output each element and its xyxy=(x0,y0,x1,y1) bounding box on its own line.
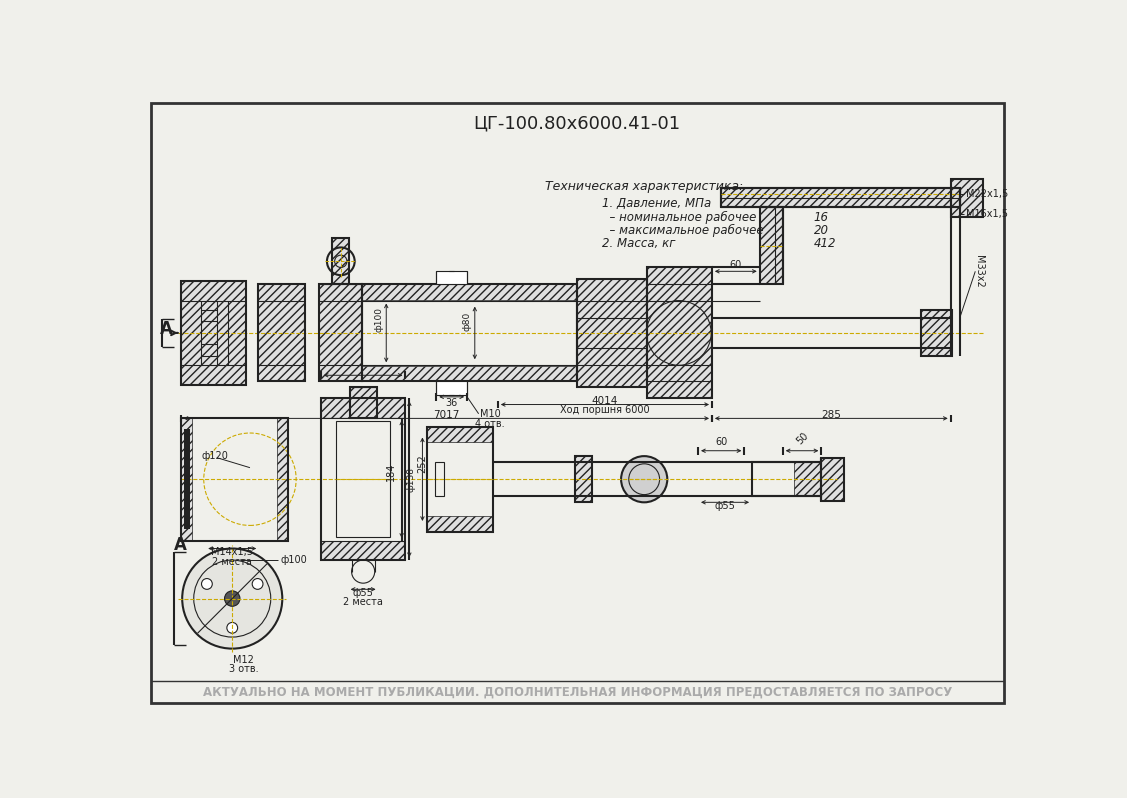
Text: ЦГ-100.80х6000.41-01: ЦГ-100.80х6000.41-01 xyxy=(473,114,681,132)
Text: ф138: ф138 xyxy=(407,467,416,492)
Text: Ход поршня 6000: Ход поршня 6000 xyxy=(560,405,650,415)
Text: М33х2: М33х2 xyxy=(974,255,984,288)
Text: ф55: ф55 xyxy=(353,588,373,598)
Text: ф55: ф55 xyxy=(715,501,736,512)
Circle shape xyxy=(183,548,282,649)
Text: 50: 50 xyxy=(795,430,810,446)
Text: 20: 20 xyxy=(814,224,828,237)
Bar xyxy=(951,179,983,217)
Text: 7017: 7017 xyxy=(433,409,460,420)
Text: 4 отв.: 4 отв. xyxy=(476,419,505,429)
Circle shape xyxy=(224,591,240,606)
Text: 60: 60 xyxy=(715,437,727,447)
Bar xyxy=(332,239,349,284)
Bar xyxy=(332,239,349,284)
Text: А: А xyxy=(160,320,174,338)
Bar xyxy=(350,387,378,417)
Bar xyxy=(319,284,362,381)
Text: 412: 412 xyxy=(814,237,836,250)
Text: ф120: ф120 xyxy=(202,451,229,461)
Bar xyxy=(575,456,592,502)
Bar xyxy=(180,417,193,541)
Text: 2 места: 2 места xyxy=(212,557,252,567)
Text: ф100: ф100 xyxy=(281,555,308,565)
Bar xyxy=(795,462,822,496)
Circle shape xyxy=(252,579,263,590)
Bar xyxy=(184,429,189,529)
Text: – номинальное рабочее: – номинальное рабочее xyxy=(602,211,756,224)
Text: А: А xyxy=(175,535,187,554)
Text: 252: 252 xyxy=(417,454,427,473)
Bar xyxy=(577,279,647,387)
Text: 3 отв.: 3 отв. xyxy=(229,665,258,674)
Text: 16: 16 xyxy=(814,211,828,224)
Text: ф100: ф100 xyxy=(374,306,383,331)
Text: 60: 60 xyxy=(729,260,742,271)
Circle shape xyxy=(202,579,212,590)
Bar xyxy=(721,188,960,207)
Text: 1. Давление, МПа: 1. Давление, МПа xyxy=(602,197,711,210)
Bar xyxy=(427,427,492,442)
Bar xyxy=(321,541,406,560)
Bar xyxy=(180,417,289,541)
Bar xyxy=(760,207,783,284)
Text: 184: 184 xyxy=(385,462,396,480)
Bar xyxy=(647,267,712,398)
Bar xyxy=(277,417,289,541)
Text: Техническая характеристика:: Техническая характеристика: xyxy=(545,180,744,193)
Text: М14х1,5: М14х1,5 xyxy=(211,547,254,557)
Text: 2 места: 2 места xyxy=(344,598,383,607)
Circle shape xyxy=(621,456,667,502)
Text: АКТУАЛЬНО НА МОМЕНТ ПУБЛИКАЦИИ. ДОПОЛНИТЕЛЬНАЯ ИНФОРМАЦИЯ ПРЕДОСТАВЛЯЕТСЯ ПО ЗАП: АКТУАЛЬНО НА МОМЕНТ ПУБЛИКАЦИИ. ДОПОЛНИТ… xyxy=(203,685,952,698)
Bar xyxy=(822,458,844,501)
Text: 36: 36 xyxy=(445,398,458,408)
Bar xyxy=(822,458,844,501)
Bar xyxy=(362,366,577,381)
Bar xyxy=(336,421,390,537)
Bar xyxy=(427,516,492,531)
Bar xyxy=(752,462,822,496)
Text: 2. Масса, кг: 2. Масса, кг xyxy=(602,237,675,250)
Bar xyxy=(436,381,467,394)
Bar xyxy=(721,188,960,207)
Circle shape xyxy=(227,622,238,634)
Bar xyxy=(362,284,577,300)
Bar xyxy=(760,207,783,284)
Bar xyxy=(180,281,246,385)
Bar xyxy=(922,310,952,356)
Text: – максимальное рабочее: – максимальное рабочее xyxy=(602,224,763,237)
Text: М12: М12 xyxy=(233,655,255,666)
Bar xyxy=(435,462,444,496)
Bar xyxy=(362,284,577,381)
Bar xyxy=(922,310,952,356)
Bar xyxy=(321,398,406,417)
Text: М22х1,5: М22х1,5 xyxy=(966,188,1009,199)
Text: М16х1,5: М16х1,5 xyxy=(966,208,1008,219)
Text: 4014: 4014 xyxy=(592,396,618,405)
Bar xyxy=(577,279,647,387)
Bar xyxy=(319,284,362,381)
Bar xyxy=(350,387,378,417)
Text: 285: 285 xyxy=(822,409,841,420)
Bar xyxy=(951,179,983,217)
Bar xyxy=(436,271,467,284)
Bar xyxy=(321,398,406,560)
Bar xyxy=(180,281,246,385)
Bar xyxy=(258,284,305,381)
Text: М10: М10 xyxy=(480,409,500,419)
Bar xyxy=(427,427,492,531)
Bar xyxy=(575,456,592,502)
Bar xyxy=(647,267,712,398)
Text: ф80: ф80 xyxy=(462,312,471,331)
Bar xyxy=(258,284,305,381)
